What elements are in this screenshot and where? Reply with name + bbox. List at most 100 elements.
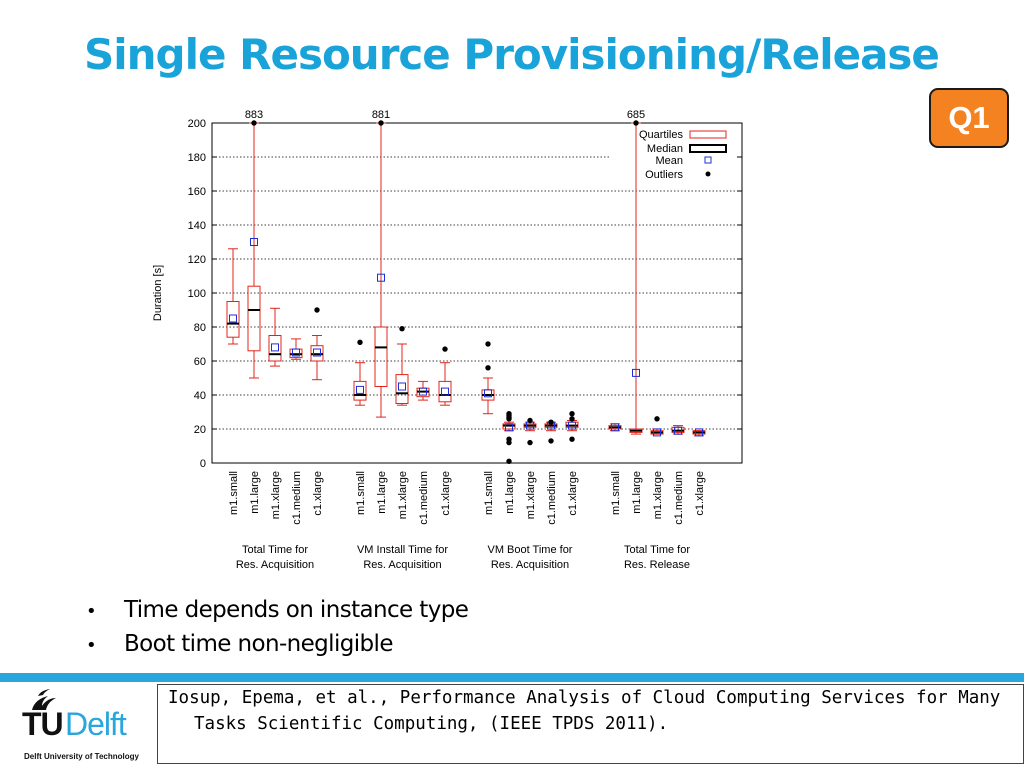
citation-box: Iosup, Epema, et al., Performance Analys… <box>157 684 1024 764</box>
bullet-item: • Boot time non-negligible <box>86 627 468 661</box>
y-tick-label: 160 <box>188 186 206 198</box>
category-tick-label: m1.small <box>228 471 240 515</box>
legend-median-swatch <box>689 144 727 153</box>
mean-marker <box>484 389 492 398</box>
legend-outlier-swatch <box>705 171 711 177</box>
outlier-point <box>378 120 384 126</box>
max-value-label: 685 <box>627 109 645 121</box>
outlier-point <box>569 436 575 442</box>
category-tick-label: c1.medium <box>291 471 303 525</box>
group-label: VM Install Time for <box>357 544 448 556</box>
mean-marker <box>674 426 682 435</box>
logo-delft-text: Delft <box>65 706 127 742</box>
y-tick-label: 20 <box>194 424 206 436</box>
y-tick-label: 80 <box>194 322 206 334</box>
outlier-point <box>506 436 512 442</box>
bullet-item: • Time depends on instance type <box>86 593 469 627</box>
mean-marker <box>611 423 619 432</box>
mean-marker <box>292 348 300 357</box>
y-tick-label: 60 <box>194 356 206 368</box>
group-label: Total Time for <box>242 544 308 556</box>
mean-marker <box>229 314 237 323</box>
category-tick-label: m1.small <box>610 471 622 515</box>
group-label: Res. Release <box>624 559 690 571</box>
mean-marker <box>313 348 321 357</box>
mean-marker <box>568 421 576 430</box>
outlier-point <box>527 417 533 424</box>
category-tick-label: c1.medium <box>546 471 558 525</box>
flame-icon <box>32 689 56 710</box>
logo-subtitle: Delft University of Technology <box>24 752 139 761</box>
y-axis-label: Duration [s] <box>152 265 164 321</box>
mean-marker <box>441 387 449 396</box>
bullet-list: • Time depends on instance type • Boot tim… <box>86 593 469 661</box>
quartile-box <box>268 335 282 362</box>
outlier-point <box>399 326 405 332</box>
outlier-point <box>569 411 575 417</box>
mean-marker <box>398 382 406 391</box>
outlier-point <box>485 341 491 347</box>
y-tick-label: 180 <box>188 152 206 164</box>
y-tick-label: 120 <box>188 254 206 266</box>
bullet-dot-icon: • <box>86 635 97 656</box>
category-tick-label: c1.xlarge <box>694 471 706 516</box>
y-tick-label: 140 <box>188 220 206 232</box>
quartile-box <box>226 301 240 338</box>
mean-marker <box>695 428 703 437</box>
max-value-label: 883 <box>245 109 263 121</box>
tudelft-logo: TU Delft Delft University of Technology <box>22 688 162 768</box>
y-tick-label: 100 <box>188 288 206 300</box>
group-label: VM Boot Time for <box>488 544 573 556</box>
outlier-point <box>506 458 512 464</box>
y-tick-label: 200 <box>188 118 206 130</box>
mean-marker <box>356 385 364 394</box>
outlier-point <box>654 416 660 422</box>
category-tick-label: c1.xlarge <box>440 471 452 516</box>
legend-label: Outliers <box>645 169 683 181</box>
y-tick-label: 40 <box>194 390 206 402</box>
category-tick-label: m1.small <box>483 471 495 515</box>
outlier-point <box>569 416 575 422</box>
group-label: Res. Acquisition <box>236 559 314 571</box>
outlier-point <box>314 307 320 313</box>
outlier-point <box>357 339 363 345</box>
legend-label: Quartiles <box>639 129 684 141</box>
outlier-point <box>485 365 491 371</box>
logo-tu-text: TU <box>22 706 64 742</box>
group-label: Res. Acquisition <box>363 559 441 571</box>
mean-marker <box>632 368 640 377</box>
mean-marker <box>250 238 258 246</box>
legend-label: Mean <box>655 155 683 167</box>
outlier-point <box>527 439 533 446</box>
category-tick-label: c1.xlarge <box>312 471 324 516</box>
category-tick-label: m1.large <box>504 471 516 514</box>
legend-quartile-swatch <box>689 130 727 139</box>
mean-marker <box>653 428 661 437</box>
quartile-box <box>353 380 367 401</box>
quartile-box <box>247 285 261 352</box>
category-tick-label: m1.large <box>249 471 261 514</box>
legend-mean-swatch <box>704 156 712 164</box>
y-tick-label: 0 <box>200 458 206 470</box>
category-tick-label: c1.xlarge <box>567 471 579 516</box>
mean-marker <box>377 273 385 282</box>
category-tick-label: m1.large <box>631 471 643 514</box>
category-tick-label: m1.xlarge <box>652 471 664 519</box>
outlier-point <box>633 120 639 126</box>
bullet-text: Time depends on instance type <box>124 597 469 623</box>
footer-bar <box>0 673 1024 682</box>
group-label: Res. Acquisition <box>491 559 569 571</box>
mean-marker <box>419 387 427 396</box>
outlier-point <box>506 411 512 417</box>
question-badge: Q1 <box>929 88 1009 148</box>
category-tick-label: m1.small <box>355 471 367 515</box>
quartile-box <box>374 326 388 387</box>
category-tick-label: m1.large <box>376 471 388 514</box>
mean-marker <box>271 343 279 352</box>
bullet-dot-icon: • <box>86 601 97 622</box>
category-tick-label: m1.xlarge <box>525 471 537 519</box>
outlier-point <box>548 419 554 425</box>
legend-label: Median <box>647 143 683 155</box>
outlier-point <box>548 438 554 444</box>
bullet-text: Boot time non-negligible <box>124 631 393 657</box>
